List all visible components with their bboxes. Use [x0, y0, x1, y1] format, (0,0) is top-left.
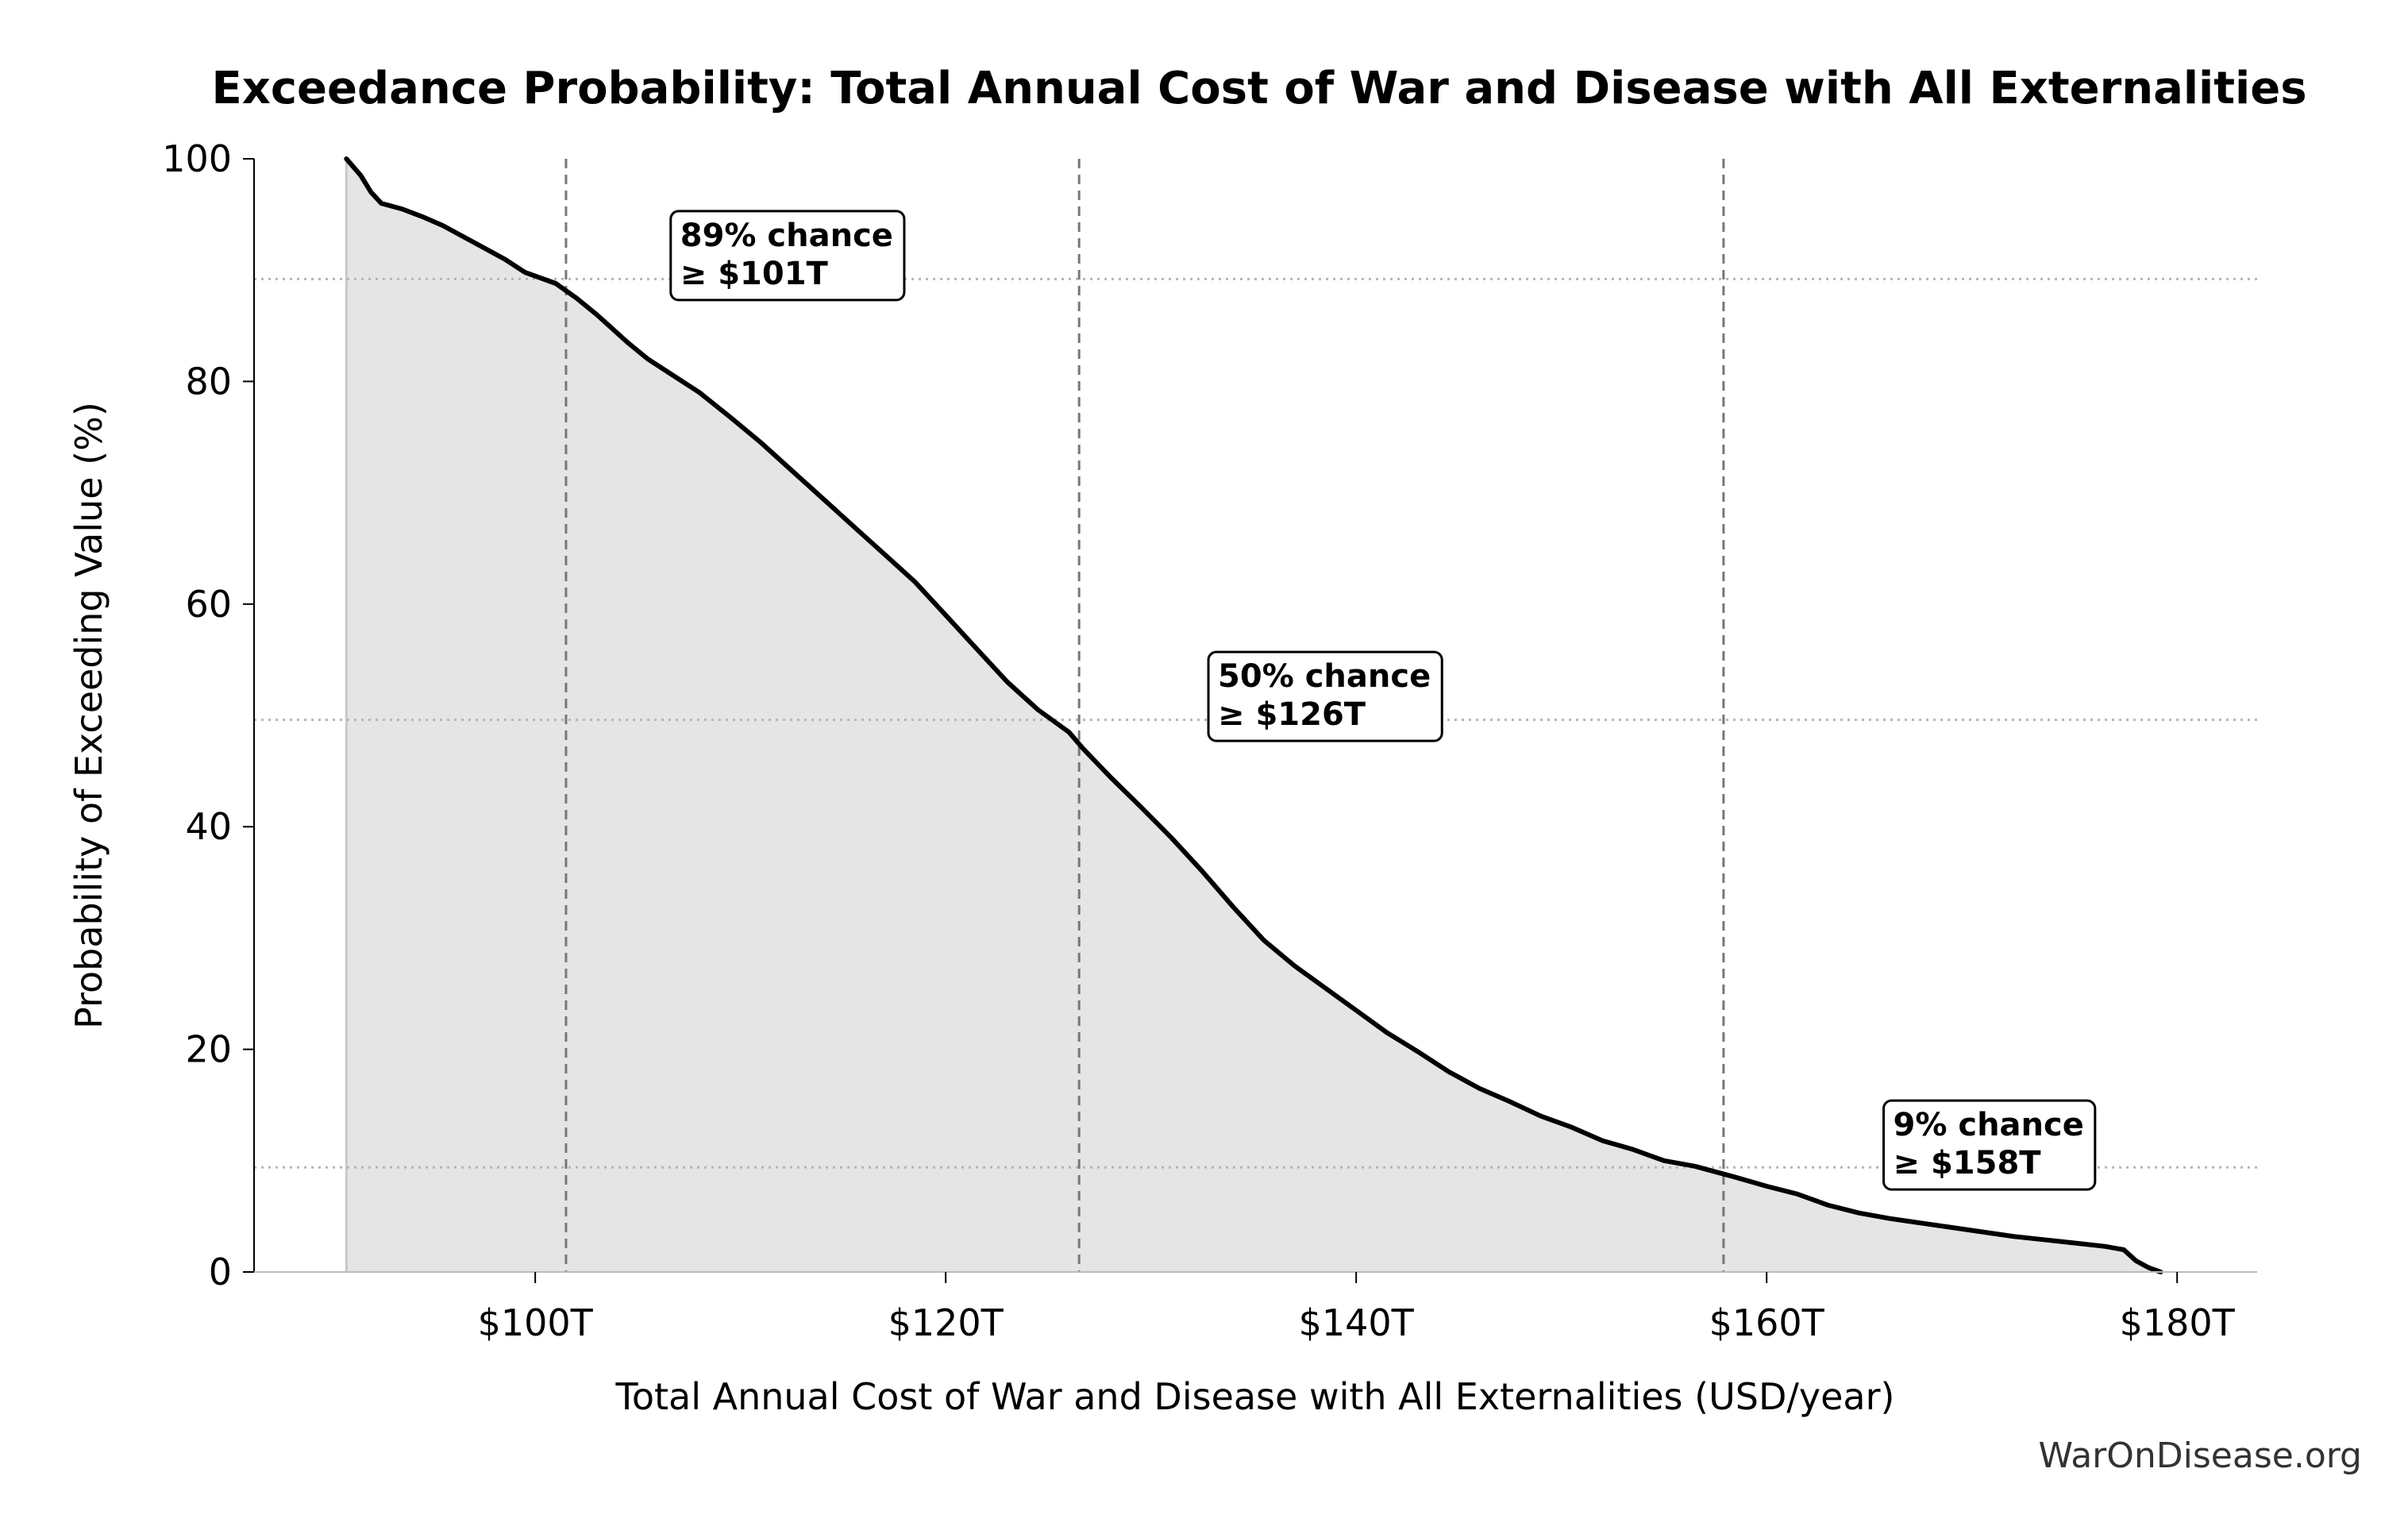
annotation-box: 9% chance≥ $158T [1882, 1099, 2097, 1191]
annotation-frame [669, 210, 906, 302]
annotation-line-1: 89% chance [680, 218, 893, 254]
axis-ticks: $100T $120T $140T $160T $180T 0 20 40 60 80 100 [162, 137, 2235, 1344]
annotation-frame [1207, 650, 1443, 742]
annotation-line-2: ≥ $158T [1894, 1145, 2042, 1181]
exceedance-area-fill [346, 159, 2161, 1272]
annotation-frame [1882, 1099, 2097, 1191]
annotation-line-2: ≥ $126T [1218, 696, 1366, 733]
y-tick-label: 100 [162, 137, 232, 180]
annotation-box: 89% chance≥ $101T [669, 210, 906, 302]
x-tick-label: $140T [1299, 1301, 1415, 1344]
watermark: WarOnDisease.org [2039, 1436, 2362, 1476]
y-tick-label: 20 [185, 1028, 232, 1071]
y-axis-label: Probability of Exceeding Value (%) [67, 402, 110, 1029]
exceedance-curve [344, 156, 2163, 1274]
x-tick-label: $180T [2120, 1301, 2236, 1344]
annotation-box: 50% chance≥ $126T [1207, 650, 1443, 742]
y-tick-label: 80 [185, 360, 232, 403]
x-tick-label: $100T [478, 1301, 594, 1344]
y-tick-label: 60 [185, 583, 232, 626]
x-tick-label: $160T [1709, 1301, 1825, 1344]
annotation-line-2: ≥ $101T [680, 256, 829, 292]
annotations: 89% chance≥ $101T 50% chance≥ $126T 9% cha… [669, 210, 2097, 1191]
x-axis-label: Total Annual Cost of War and Disease wit… [615, 1375, 1895, 1418]
y-tick-label: 40 [185, 805, 232, 848]
y-tick-label: 0 [209, 1251, 232, 1293]
annotation-line-1: 50% chance [1218, 658, 1431, 695]
chart-title: Exceedance Probability: Total Annual Cos… [211, 63, 2306, 114]
x-tick-label: $120T [888, 1301, 1004, 1344]
annotation-line-1: 9% chance [1894, 1107, 2084, 1143]
